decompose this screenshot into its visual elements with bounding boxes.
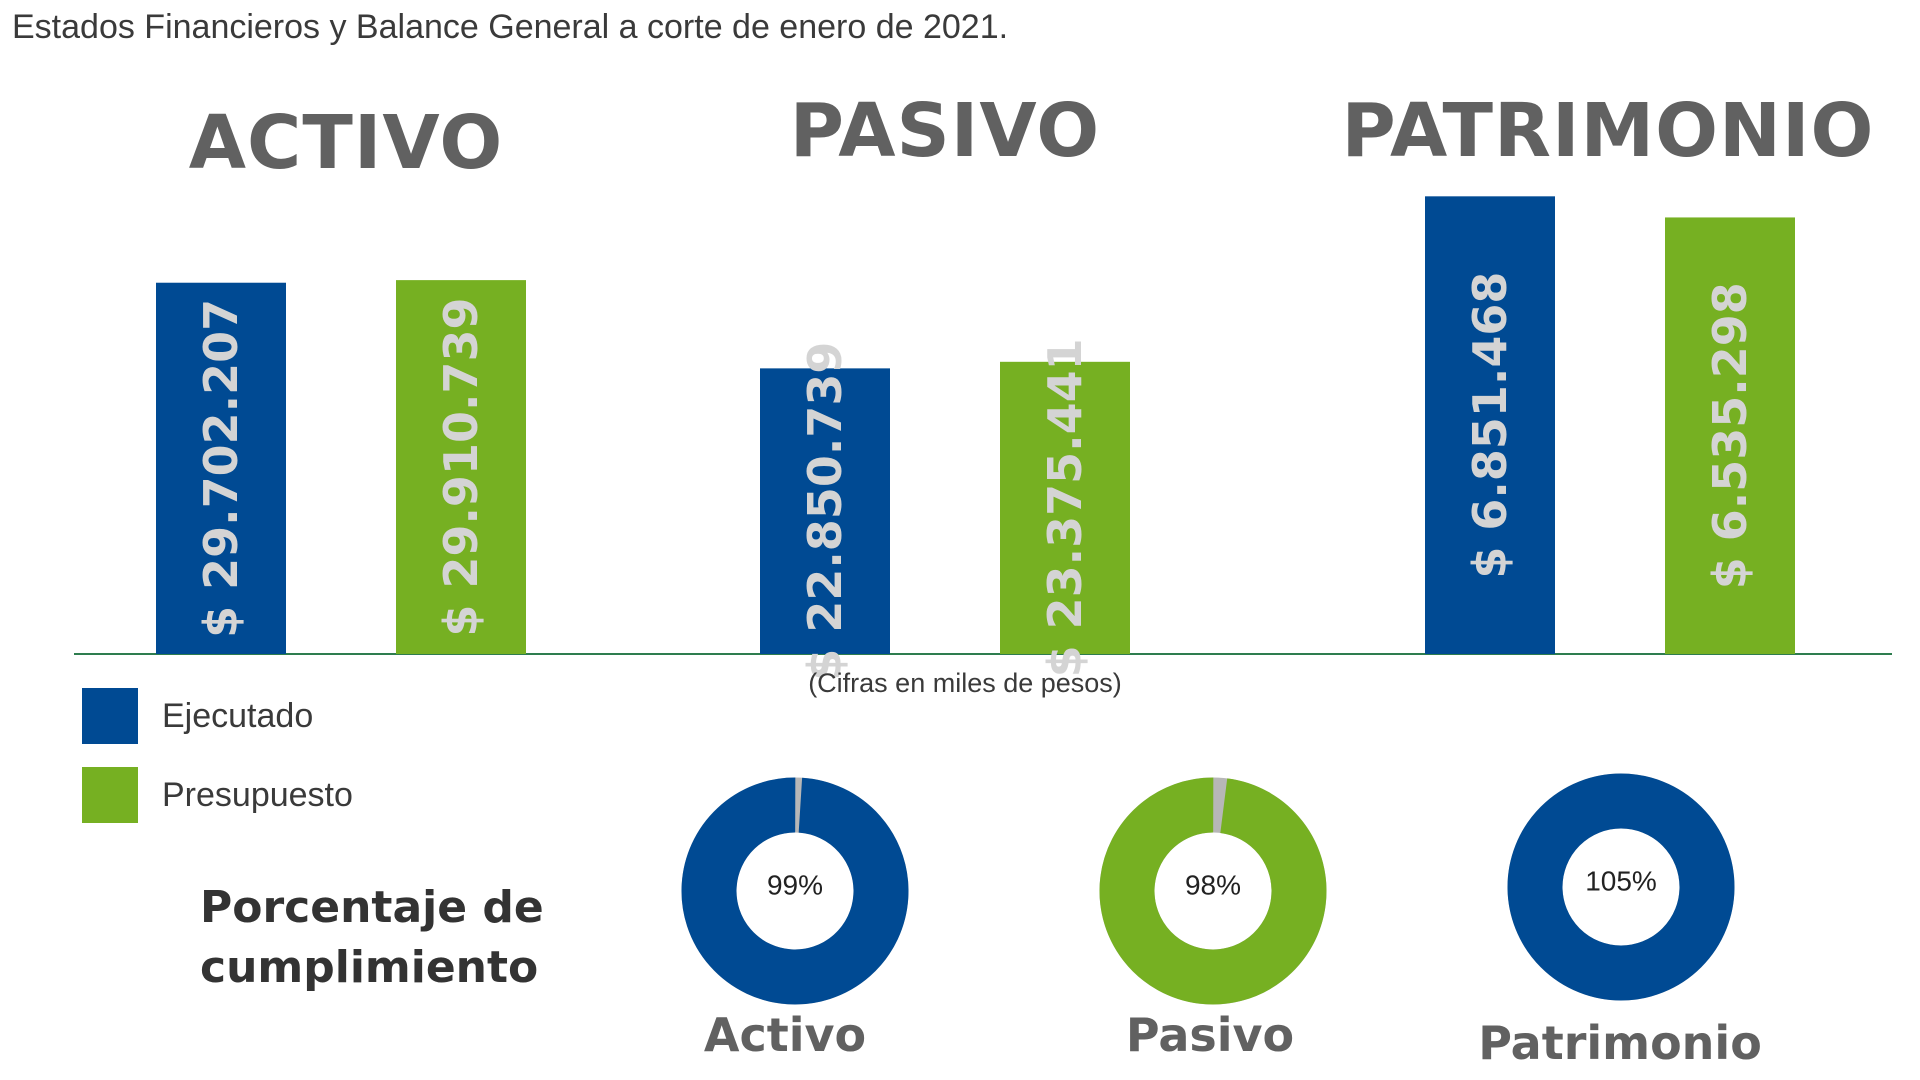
legend-label-ejecutado: Ejecutado <box>162 696 314 735</box>
bar-ejecutado-activo <box>156 282 286 654</box>
category-title-patrimonio: PATRIMONIO <box>1341 88 1875 174</box>
donut-arc-activo <box>681 777 909 1005</box>
donut-hole-patrimonio <box>1563 829 1679 945</box>
donut-hole-activo <box>737 833 853 949</box>
bar-presupuesto-activo <box>396 280 526 654</box>
legend-label-presupuesto: Presupuesto <box>162 775 353 814</box>
donut-arc-patrimonio <box>1507 773 1735 1001</box>
bar-presupuesto-pasivo <box>1000 361 1130 654</box>
donut-label-activo: Activo <box>703 1008 867 1062</box>
bar-label-presupuesto-activo: $ 29.910.739 <box>434 298 488 637</box>
bar-label-presupuesto-pasivo: $ 23.375.441 <box>1038 338 1092 677</box>
legend-item-presupuesto: Presupuesto <box>82 766 353 824</box>
category-title-pasivo: PASIVO <box>789 88 1101 174</box>
donut-percent-activo: 99% <box>767 870 823 901</box>
percentage-heading: Porcentaje de cumplimiento <box>200 882 544 993</box>
donut-label-patrimonio: Patrimonio <box>1478 1016 1762 1070</box>
donut-label-pasivo: Pasivo <box>1125 1008 1295 1062</box>
bar-label-ejecutado-pasivo: $ 22.850.739 <box>798 342 852 680</box>
bar-presupuesto-patrimonio <box>1665 217 1795 655</box>
bar-label-ejecutado-patrimonio: $ 6.851.468 <box>1463 272 1517 579</box>
donut-hole-pasivo <box>1155 833 1271 949</box>
units-note: (Cifras en miles de pesos) <box>808 668 1122 698</box>
page-title: Estados Financieros y Balance General a … <box>12 8 1009 46</box>
bar-chart: $ 29.702.207 $ 29.910.739 $ 22.850.739 $ 23… <box>74 196 1892 680</box>
category-title-activo: ACTIVO <box>188 100 504 186</box>
legend-item-ejecutado: Ejecutado <box>82 687 313 745</box>
donut-percent-pasivo: 98% <box>1185 870 1241 901</box>
bar-label-ejecutado-activo: $ 29.702.207 <box>194 299 248 638</box>
donut-arc-pasivo <box>1099 777 1327 1005</box>
donut-percent-patrimonio: 105% <box>1585 866 1657 897</box>
bar-ejecutado-pasivo <box>760 368 890 654</box>
donut-remainder-activo <box>681 777 909 1005</box>
bar-ejecutado-patrimonio <box>1425 196 1555 654</box>
legend-swatch-ejecutado <box>82 688 138 744</box>
donut-remainder-pasivo <box>1099 777 1327 1005</box>
legend-swatch-presupuesto <box>82 767 138 823</box>
donut-remainder-patrimonio <box>1507 773 1735 1001</box>
bar-label-presupuesto-patrimonio: $ 6.535.298 <box>1703 282 1757 589</box>
